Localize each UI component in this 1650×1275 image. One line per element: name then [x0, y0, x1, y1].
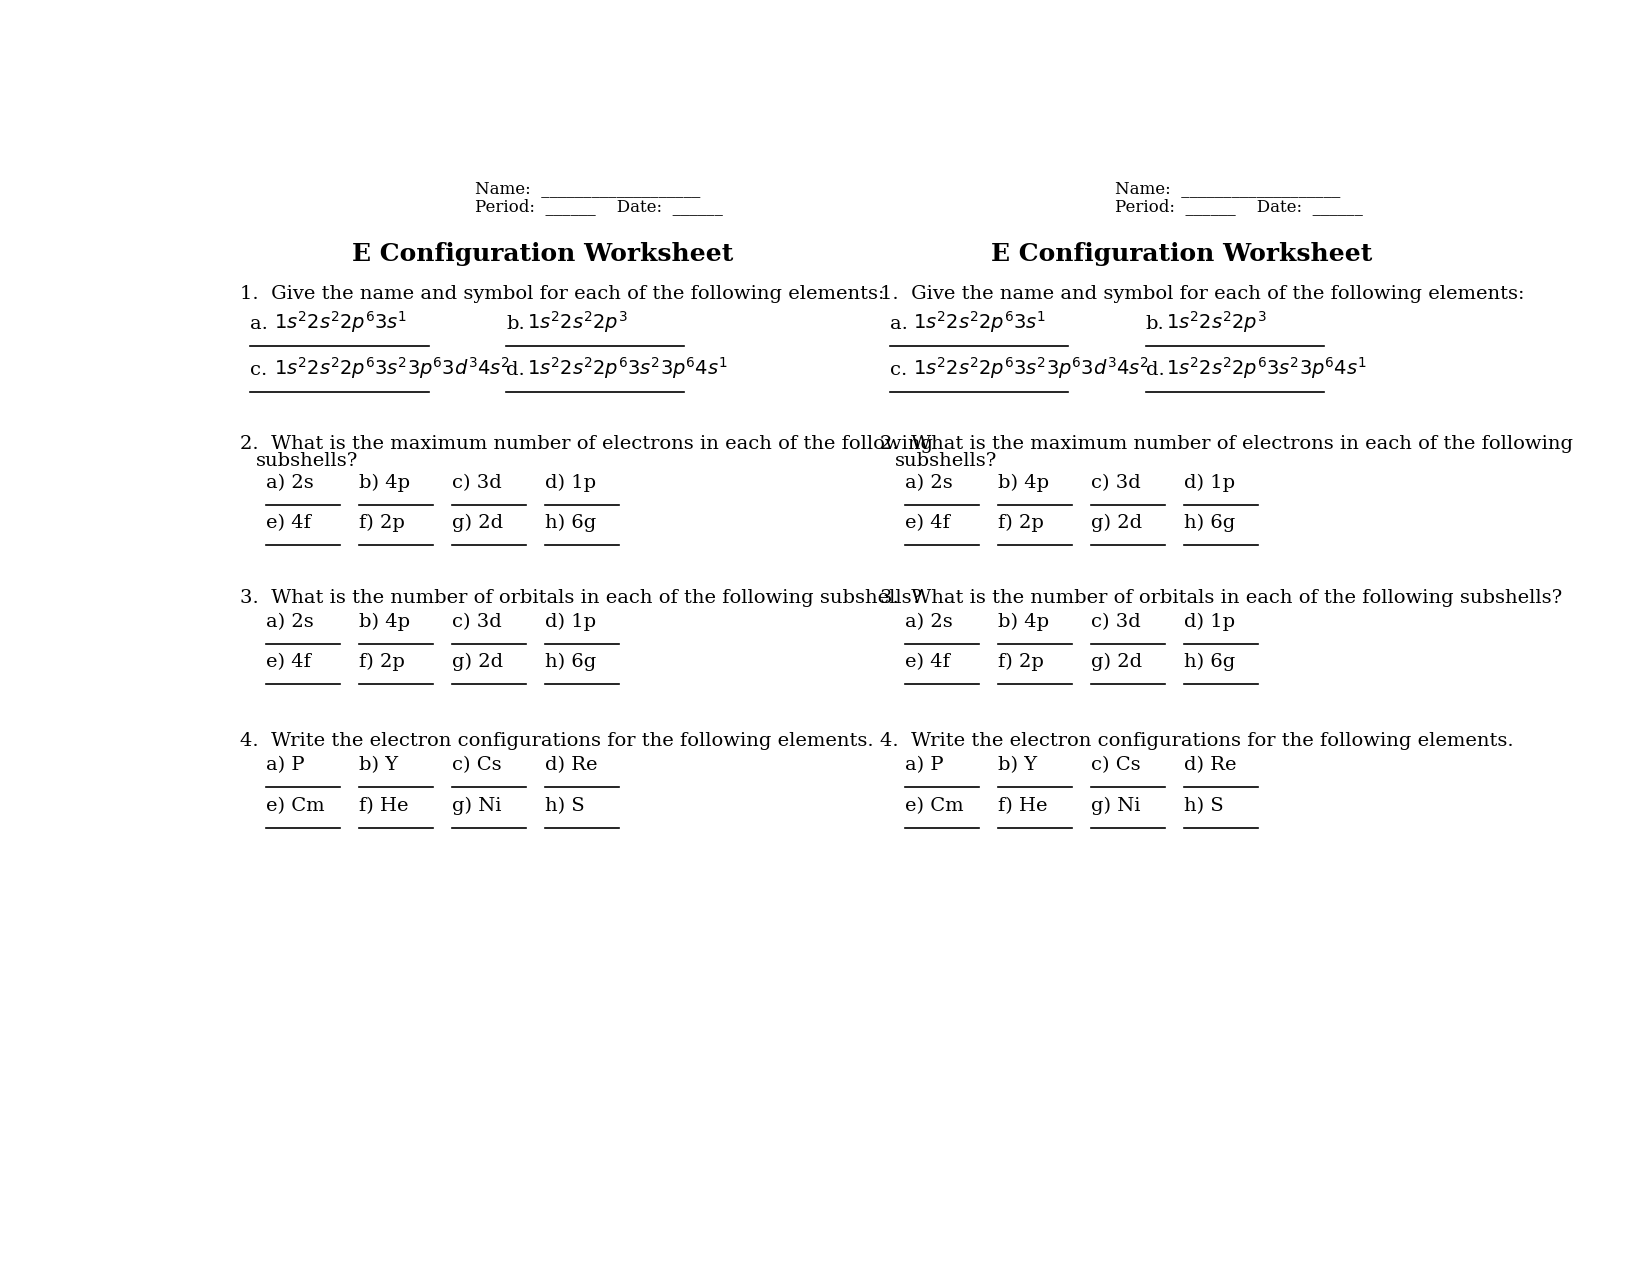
Text: 2.  What is the maximum number of electrons in each of the following: 2. What is the maximum number of electro… — [879, 436, 1572, 454]
Text: Period:  ______    Date:  ______: Period: ______ Date: ______ — [1114, 198, 1363, 214]
Text: e) 4f: e) 4f — [906, 514, 950, 532]
Text: e) Cm: e) Cm — [906, 797, 964, 815]
Text: e) 4f: e) 4f — [266, 514, 310, 532]
Text: g) 2d: g) 2d — [452, 653, 503, 672]
Text: $1s^22s^22p^63s^23p^63d^34s^2$: $1s^22s^22p^63s^23p^63d^34s^2$ — [912, 354, 1148, 381]
Text: $1s^22s^22p^3$: $1s^22s^22p^3$ — [526, 309, 627, 335]
Text: 4.  Write the electron configurations for the following elements.: 4. Write the electron configurations for… — [241, 732, 874, 750]
Text: b) Y: b) Y — [360, 756, 398, 774]
Text: g) 2d: g) 2d — [1091, 653, 1142, 672]
Text: f) 2p: f) 2p — [360, 653, 404, 672]
Text: c) Cs: c) Cs — [452, 756, 502, 774]
Text: E Configuration Worksheet: E Configuration Worksheet — [351, 242, 733, 265]
Text: a.: a. — [251, 315, 269, 333]
Text: e) 4f: e) 4f — [906, 653, 950, 672]
Text: f) He: f) He — [998, 797, 1048, 815]
Text: d.: d. — [1145, 361, 1165, 379]
Text: g) 2d: g) 2d — [1091, 514, 1142, 532]
Text: d.: d. — [507, 361, 525, 379]
Text: d) 1p: d) 1p — [1185, 474, 1236, 492]
Text: 2.  What is the maximum number of electrons in each of the following: 2. What is the maximum number of electro… — [241, 436, 934, 454]
Text: Name:  ___________________: Name: ___________________ — [475, 180, 701, 198]
Text: d) 1p: d) 1p — [1185, 613, 1236, 631]
Text: Period:  ______    Date:  ______: Period: ______ Date: ______ — [475, 198, 723, 214]
Text: h) 6g: h) 6g — [544, 514, 596, 532]
Text: d) Re: d) Re — [1185, 756, 1238, 774]
Text: g) Ni: g) Ni — [452, 797, 502, 815]
Text: d) 1p: d) 1p — [544, 613, 596, 631]
Text: d) 1p: d) 1p — [544, 474, 596, 492]
Text: a.: a. — [889, 315, 908, 333]
Text: c) 3d: c) 3d — [452, 474, 502, 492]
Text: h) 6g: h) 6g — [1185, 514, 1236, 532]
Text: $1s^22s^22p^3$: $1s^22s^22p^3$ — [1167, 309, 1267, 335]
Text: b) 4p: b) 4p — [998, 474, 1049, 492]
Text: e) Cm: e) Cm — [266, 797, 325, 815]
Text: b.: b. — [1145, 315, 1165, 333]
Text: f) 2p: f) 2p — [998, 653, 1044, 672]
Text: f) He: f) He — [360, 797, 409, 815]
Text: 1.  Give the name and symbol for each of the following elements:: 1. Give the name and symbol for each of … — [241, 286, 884, 303]
Text: h) 6g: h) 6g — [544, 653, 596, 672]
Text: f) 2p: f) 2p — [998, 514, 1044, 532]
Text: 4.  Write the electron configurations for the following elements.: 4. Write the electron configurations for… — [879, 732, 1513, 750]
Text: b) 4p: b) 4p — [360, 613, 411, 631]
Text: c) 3d: c) 3d — [1091, 474, 1142, 492]
Text: a) 2s: a) 2s — [906, 474, 954, 492]
Text: g) Ni: g) Ni — [1091, 797, 1140, 815]
Text: b.: b. — [507, 315, 525, 333]
Text: c) Cs: c) Cs — [1091, 756, 1140, 774]
Text: a) 2s: a) 2s — [906, 613, 954, 631]
Text: subshells?: subshells? — [896, 453, 998, 470]
Text: 3.  What is the number of orbitals in each of the following subshells?: 3. What is the number of orbitals in eac… — [879, 589, 1563, 607]
Text: c) 3d: c) 3d — [452, 613, 502, 631]
Text: a) 2s: a) 2s — [266, 474, 314, 492]
Text: b) 4p: b) 4p — [998, 613, 1049, 631]
Text: $1s^22s^22p^63s^1$: $1s^22s^22p^63s^1$ — [274, 309, 408, 335]
Text: c.: c. — [251, 361, 267, 379]
Text: b) Y: b) Y — [998, 756, 1038, 774]
Text: $1s^22s^22p^63s^23p^64s^1$: $1s^22s^22p^63s^23p^64s^1$ — [1167, 354, 1368, 381]
Text: $1s^22s^22p^63s^1$: $1s^22s^22p^63s^1$ — [912, 309, 1046, 335]
Text: $1s^22s^22p^63s^23p^64s^1$: $1s^22s^22p^63s^23p^64s^1$ — [526, 354, 728, 381]
Text: 3.  What is the number of orbitals in each of the following subshells?: 3. What is the number of orbitals in eac… — [241, 589, 922, 607]
Text: h) 6g: h) 6g — [1185, 653, 1236, 672]
Text: Name:  ___________________: Name: ___________________ — [1114, 180, 1340, 198]
Text: subshells?: subshells? — [256, 453, 358, 470]
Text: h) S: h) S — [544, 797, 584, 815]
Text: e) 4f: e) 4f — [266, 653, 310, 672]
Text: $1s^22s^22p^63s^23p^63d^34s^2$: $1s^22s^22p^63s^23p^63d^34s^2$ — [274, 354, 510, 381]
Text: g) 2d: g) 2d — [452, 514, 503, 532]
Text: E Configuration Worksheet: E Configuration Worksheet — [992, 242, 1373, 265]
Text: a) 2s: a) 2s — [266, 613, 314, 631]
Text: d) Re: d) Re — [544, 756, 597, 774]
Text: a) P: a) P — [266, 756, 305, 774]
Text: f) 2p: f) 2p — [360, 514, 404, 532]
Text: 1.  Give the name and symbol for each of the following elements:: 1. Give the name and symbol for each of … — [879, 286, 1525, 303]
Text: c.: c. — [889, 361, 908, 379]
Text: c) 3d: c) 3d — [1091, 613, 1142, 631]
Text: h) S: h) S — [1185, 797, 1224, 815]
Text: a) P: a) P — [906, 756, 944, 774]
Text: b) 4p: b) 4p — [360, 474, 411, 492]
